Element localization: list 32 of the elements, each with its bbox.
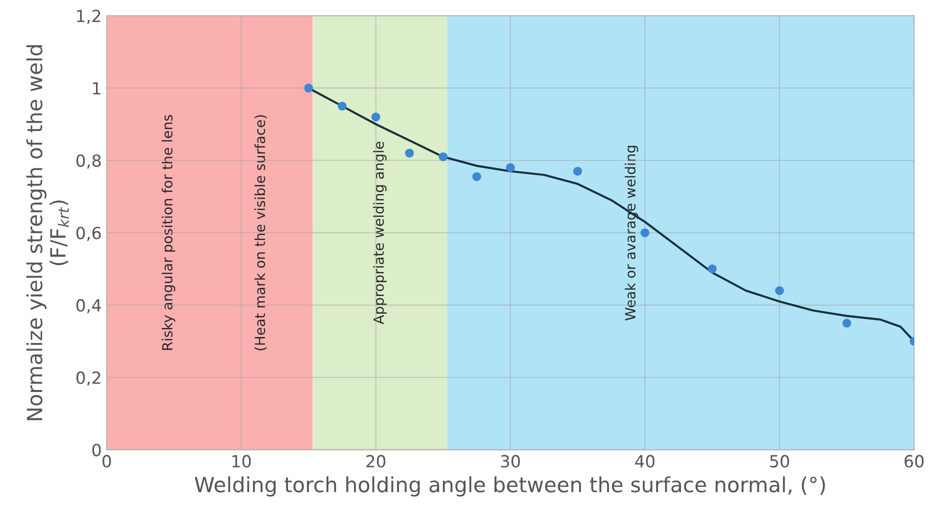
- point: [506, 163, 515, 172]
- x-tick-label: 0: [102, 454, 111, 468]
- point: [405, 148, 414, 158]
- point: [775, 286, 784, 296]
- x-tick-label: 10: [232, 454, 251, 468]
- point: [304, 84, 313, 92]
- y-tick-label: 0,6: [76, 226, 101, 242]
- y-tick-label: 0: [92, 444, 101, 456]
- x-tick-label: 40: [635, 454, 654, 468]
- point: [573, 166, 582, 176]
- x-axis-title: Welding torch holding angle between the surface normal, (°): [194, 476, 825, 496]
- point: [842, 318, 852, 328]
- band-label: Appropriate welding angle: [373, 142, 387, 324]
- y-tick-label: 1,2: [77, 10, 100, 24]
- x-tick-label: 30: [501, 454, 520, 468]
- band-label: Risky angular position for the lens: [162, 114, 176, 350]
- band-label: Weak or avarage welding: [624, 146, 638, 320]
- x-tick-label: 20: [366, 454, 386, 468]
- y-tick-label: 0,4: [76, 299, 101, 314]
- y-tick-label: 1: [93, 82, 100, 94]
- point: [338, 102, 347, 111]
- point: [371, 112, 380, 122]
- x-tick-label: 50: [770, 454, 790, 468]
- y-tick-label: 0,2: [76, 371, 100, 386]
- point: [472, 172, 482, 182]
- y-tick-label: 0,8: [76, 154, 101, 169]
- x-tick-label: 60: [904, 454, 924, 468]
- y-axis-title: Normalize yield strength of the weld (F/F$_{krt}$): [26, 45, 69, 420]
- point: [708, 264, 717, 274]
- annotation: (Heat mark on the visible surface): [254, 115, 267, 350]
- point: [640, 228, 650, 238]
- point: [438, 152, 448, 162]
